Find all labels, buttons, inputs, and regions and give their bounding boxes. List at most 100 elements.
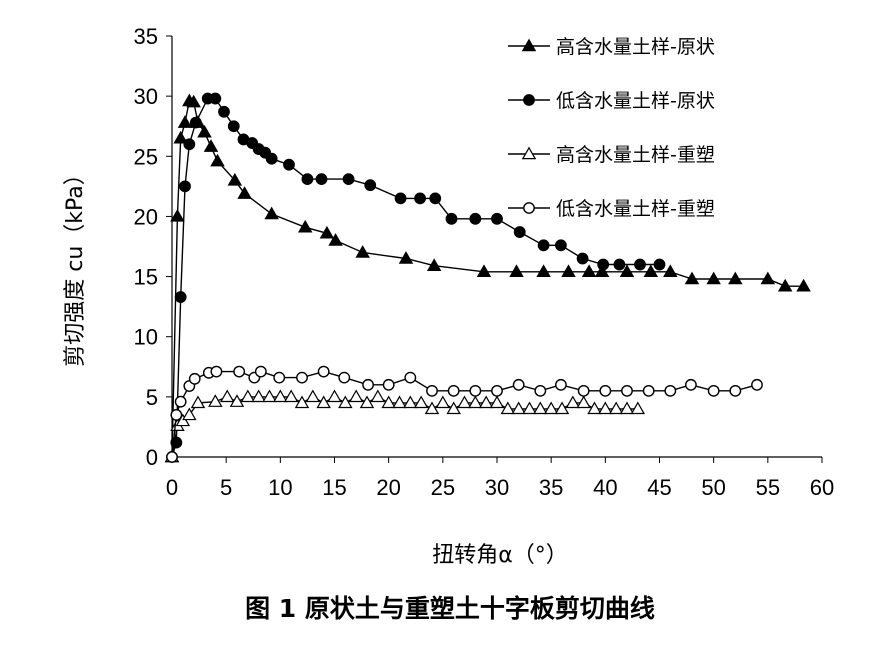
data-point xyxy=(265,152,278,165)
data-point xyxy=(445,212,458,225)
x-axis-title: 扭转角α（°） xyxy=(432,543,568,568)
data-point xyxy=(424,401,440,415)
data-point xyxy=(537,239,550,252)
data-point xyxy=(534,384,547,397)
data-point xyxy=(209,92,222,105)
data-point xyxy=(729,384,742,397)
data-point xyxy=(478,395,494,409)
data-point xyxy=(706,271,721,285)
y-tick-label: 30 xyxy=(134,84,158,109)
data-point xyxy=(183,138,196,151)
y-tick-label: 15 xyxy=(134,265,158,290)
data-point xyxy=(348,389,364,403)
data-point xyxy=(489,395,505,409)
data-point xyxy=(491,384,503,397)
legend-marker xyxy=(523,94,535,106)
data-point xyxy=(621,384,633,397)
data-point xyxy=(208,394,223,407)
data-point xyxy=(381,395,396,409)
legend-marker xyxy=(521,146,537,160)
data-point xyxy=(170,408,183,421)
data-point xyxy=(364,179,377,192)
data-point xyxy=(298,219,313,233)
x-tick-label: 60 xyxy=(810,475,834,500)
data-point xyxy=(594,264,610,278)
data-point xyxy=(511,401,526,415)
data-point xyxy=(188,372,201,385)
series-3 xyxy=(164,389,646,463)
data-point xyxy=(370,389,386,403)
legend-entry: 高含水量土样-重塑 xyxy=(508,144,715,166)
data-point xyxy=(457,395,472,409)
data-point xyxy=(316,395,331,409)
data-point xyxy=(597,258,610,271)
legend-marker xyxy=(521,38,537,52)
data-point xyxy=(613,258,626,271)
x-tick-label: 0 xyxy=(166,475,178,500)
data-point xyxy=(598,401,613,415)
data-point xyxy=(435,395,451,409)
data-point xyxy=(182,407,197,421)
data-point xyxy=(630,401,646,415)
data-point xyxy=(251,389,266,403)
data-point xyxy=(509,264,524,278)
data-point xyxy=(166,451,178,463)
x-tick-label: 35 xyxy=(539,475,563,500)
data-point xyxy=(561,264,576,278)
data-point xyxy=(619,264,635,278)
data-point xyxy=(190,395,206,409)
data-point xyxy=(685,378,697,391)
legend-entry: 低含水量土样-重塑 xyxy=(508,198,715,220)
data-point xyxy=(203,139,219,152)
data-point xyxy=(338,395,353,409)
data-point xyxy=(210,365,223,378)
data-point xyxy=(170,209,185,222)
data-point xyxy=(210,153,225,167)
x-tick-label: 45 xyxy=(647,475,671,500)
legend-marker xyxy=(523,202,535,214)
data-point xyxy=(174,395,187,408)
x-tick-label: 10 xyxy=(268,475,292,500)
data-point xyxy=(446,401,461,415)
data-point xyxy=(283,158,295,171)
data-point xyxy=(301,173,314,186)
data-point xyxy=(468,395,483,409)
data-point xyxy=(392,395,407,409)
data-point xyxy=(382,378,395,391)
x-tick-label: 40 xyxy=(593,475,617,500)
data-point xyxy=(179,180,191,193)
y-tick-label: 0 xyxy=(146,445,158,470)
data-point xyxy=(536,264,551,278)
data-point xyxy=(491,212,503,225)
data-point xyxy=(728,271,743,285)
data-point xyxy=(227,172,243,186)
data-point xyxy=(189,116,202,129)
data-point xyxy=(404,371,417,384)
data-point xyxy=(355,245,370,258)
data-point xyxy=(362,378,374,391)
y-axis-title: 剪切强度 cu（kPa） xyxy=(63,163,88,367)
y-tick-label: 25 xyxy=(134,144,158,169)
data-point xyxy=(218,105,230,118)
data-point xyxy=(469,212,482,225)
data-point xyxy=(426,258,442,271)
series-4 xyxy=(166,365,763,463)
data-point xyxy=(413,395,429,409)
data-point xyxy=(262,389,277,403)
legend-label: 高含水量土样-重塑 xyxy=(556,144,715,166)
data-point xyxy=(177,115,193,128)
data-point xyxy=(327,389,342,403)
data-point xyxy=(777,278,793,292)
y-tick-label: 5 xyxy=(146,385,158,410)
data-point xyxy=(533,401,548,415)
series-2 xyxy=(166,92,666,463)
y-tick-label: 10 xyxy=(134,325,158,350)
data-point xyxy=(414,192,426,205)
data-point xyxy=(305,389,321,403)
data-point xyxy=(522,401,537,415)
data-point xyxy=(186,94,201,108)
data-point xyxy=(707,384,720,397)
data-point xyxy=(653,258,666,271)
